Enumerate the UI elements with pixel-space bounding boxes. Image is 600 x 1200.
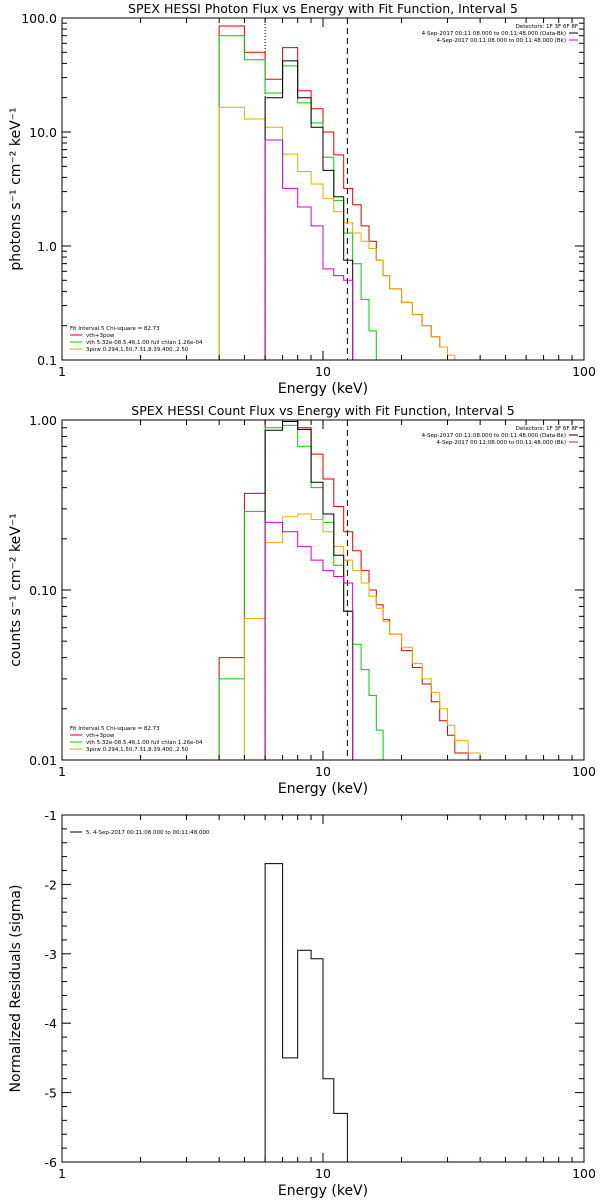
series-3pow — [243, 513, 494, 760]
chart-panel-3: 1 10 100 -6 -5 -4 -3 -2 -1 Energy (keV) Normalized… — [8, 808, 596, 1199]
legend-left-text: vth+3pow — [86, 733, 115, 739]
series-bk — [264, 139, 354, 360]
y-tick-label: -2 — [45, 877, 57, 892]
series-3pow — [218, 106, 469, 360]
chart-title: SPEX HESSI Count Flux vs Energy with Fit… — [131, 403, 514, 418]
y-axis-label: counts s⁻¹ cm⁻² keV⁻¹ — [8, 513, 24, 667]
x-tick-label: 1 — [58, 764, 66, 779]
x-tick-label: 10 — [315, 1166, 331, 1181]
y-tick-label: -1 — [45, 808, 57, 823]
y-tick-label: -4 — [45, 1016, 58, 1031]
legend-right-text: 4-Sep-2017 00:11:08.000 to 00:11:48.000 … — [422, 433, 566, 439]
legend-left-text: Fit Interval 5 Chi-square = 82.73 — [70, 726, 160, 732]
legend-left-text: vth 5.32e-08,5.46,1.00 full chian 1.26e-… — [86, 740, 203, 746]
x-tick-label: 100 — [572, 364, 596, 379]
y-tick-label: 0.01 — [29, 753, 57, 768]
legend-right-text: 4-Sep-2017 00:11:08.000 to 00:11:48.000 … — [437, 440, 567, 446]
legend-right-text: Detectors: 1F 3F 6F 8F — [516, 426, 578, 432]
x-axis-label: Energy (keV) — [278, 781, 368, 797]
y-tick-label: 100.0 — [21, 11, 57, 26]
legend-left-text: vth 5.32e-08,5.46,1.00 full chian 1.26e-… — [86, 340, 203, 346]
x-tick-label: 100 — [572, 1166, 596, 1181]
series-bk — [264, 521, 354, 760]
chart-title: SPEX HESSI Photon Flux vs Energy with Fi… — [128, 1, 518, 16]
x-tick-label: 1 — [58, 1166, 66, 1181]
legend-right-text: 4-Sep-2017 00:11:08.000 to 00:11:48.000 … — [422, 31, 566, 37]
y-tick-label: 1.0 — [37, 239, 57, 254]
chart-panel-1: 1 10 100 0.1 1.0 10.0 100.0 SPEX HESSI Photon F… — [8, 1, 596, 397]
series-data-bk — [264, 60, 354, 360]
plot-area — [264, 863, 348, 1162]
series-residuals — [264, 863, 348, 1162]
legend-left-text: Fit Interval 5 Chi-square = 82.73 — [70, 326, 160, 332]
x-tick-label: 100 — [572, 764, 596, 779]
y-tick-label: -6 — [45, 1155, 58, 1170]
y-tick-label: -3 — [45, 947, 57, 962]
y-axis-label: Normalized Residuals (sigma) — [8, 885, 24, 1093]
legend-right-text: Detectors: 1F 3F 6F 8F — [516, 24, 578, 30]
y-tick-label: 1.00 — [29, 413, 57, 428]
legend-left-text: 3pow 0.294,1.50,7.31,8.39,400.,2.50 — [86, 747, 189, 753]
x-axis-label: Energy (keV) — [278, 381, 368, 397]
x-tick-label: 10 — [315, 764, 331, 779]
legend-right-text: 4-Sep-2017 00:11:08.000 to 00:11:48.000 … — [437, 38, 567, 44]
x-tick-label: 1 — [58, 364, 66, 379]
x-axis-label: Energy (keV) — [278, 1183, 368, 1199]
x-tick-label: 10 — [315, 364, 331, 379]
y-axis-label: photons s⁻¹ cm⁻² keV⁻¹ — [8, 107, 24, 270]
plot-area — [218, 18, 469, 360]
y-tick-label: 0.10 — [29, 583, 57, 598]
legend-left-text: 3pow 0.294,1.50,7.31,8.39,400.,2.50 — [86, 347, 189, 353]
y-tick-label: 0.1 — [37, 353, 57, 368]
y-tick-label: 10.0 — [29, 125, 57, 140]
chart-panel-2: 1 10 100 0.01 0.10 1.00 SPEX HESSI Count Flux … — [8, 403, 596, 797]
y-tick-label: -5 — [45, 1086, 57, 1101]
legend-left-text: 5. 4-Sep-2017 00:11:08.000 to 00:11:48.0… — [86, 830, 210, 836]
legend-left-text: vth+3pow — [86, 333, 115, 339]
plot-area — [218, 420, 494, 760]
